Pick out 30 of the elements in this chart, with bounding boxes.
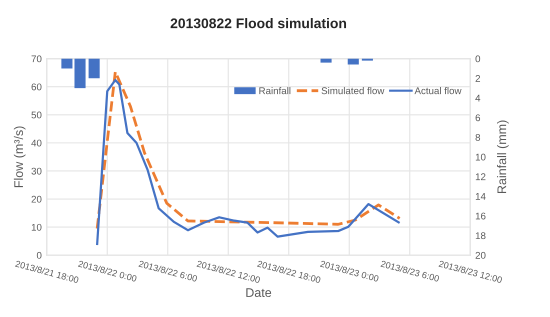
y-tick-label: 70 — [32, 55, 42, 62]
bar — [61, 58, 72, 68]
y-tick-label: 60 — [32, 83, 42, 90]
y2-tick-label: 8 — [476, 134, 480, 141]
y-tick-label: 20 — [32, 196, 42, 203]
y2-tick-label: 12 — [476, 173, 486, 180]
y2-tick-label: 6 — [476, 114, 480, 122]
bar — [88, 58, 100, 78]
y-tick-label: 0 — [36, 252, 42, 259]
bar — [74, 58, 86, 88]
chart-title: 20130822 Flood simulation — [170, 18, 346, 28]
y2-tick-label: 0 — [475, 55, 480, 62]
y-tick-label: 50 — [31, 112, 42, 118]
legend-label: Actual flow — [414, 87, 462, 94]
y2-tick-label: 4 — [475, 94, 480, 102]
y2-tick-label: 20 — [476, 252, 486, 259]
y2-tick-label: 10 — [476, 154, 486, 161]
x-axis-title: Date — [246, 288, 272, 298]
y-axis-title: Flow (m³/s) — [14, 126, 26, 188]
y2-tick-label: 18 — [476, 232, 486, 240]
y2-axis-title: Rainfall (mm) — [497, 120, 509, 194]
y2-tick-label: 14 — [476, 193, 486, 200]
y-tick-label: 40 — [31, 140, 42, 146]
y-tick-label: 10 — [32, 224, 42, 231]
legend-label: Simulated flow — [322, 87, 384, 94]
bar — [348, 58, 359, 65]
y2-tick-label: 16 — [476, 212, 486, 220]
legend-label: Rainfall — [259, 87, 290, 94]
y-tick-label: 30 — [31, 168, 42, 175]
y2-tick-label: 2 — [476, 75, 480, 82]
